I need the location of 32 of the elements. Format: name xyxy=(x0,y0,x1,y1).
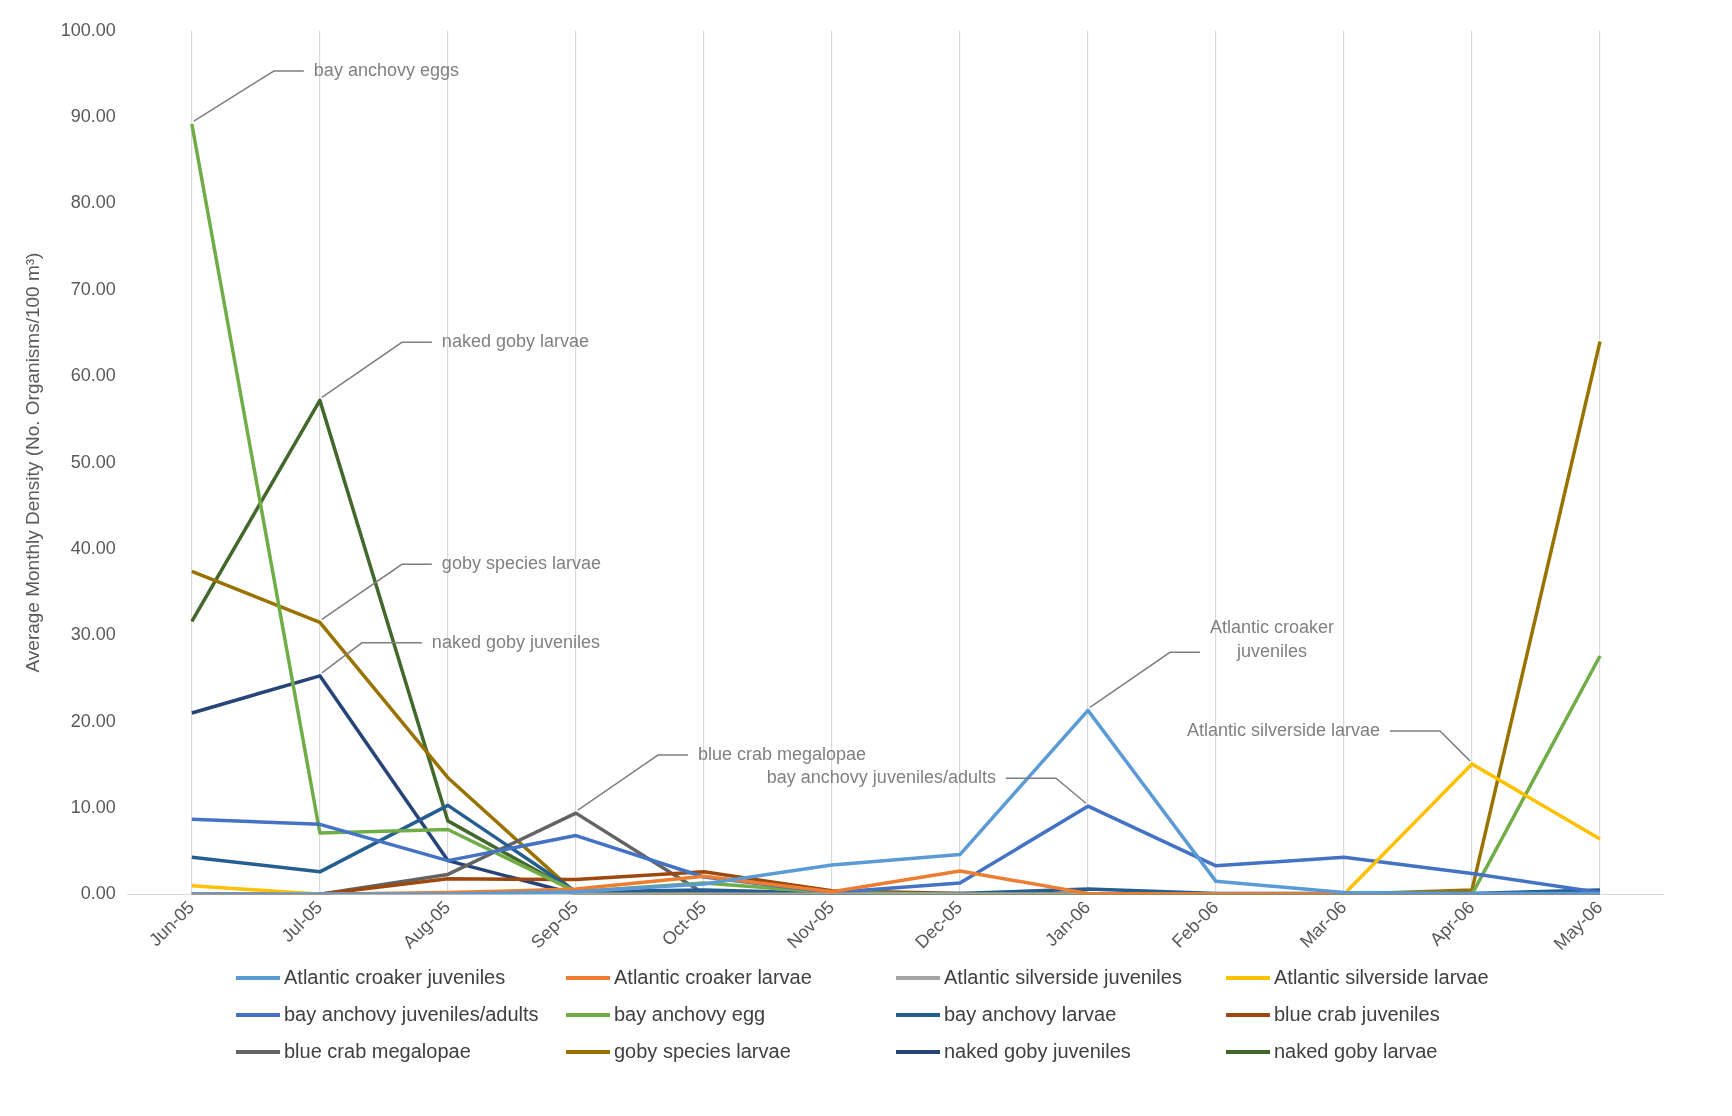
annotation: bay anchovy eggs xyxy=(313,60,459,81)
y-axis-title: Average Monthly Density (No. Organisms/100 m³) xyxy=(21,252,43,673)
y-tick-label: 50.00 xyxy=(70,451,116,472)
y-tick-label: 70.00 xyxy=(70,278,116,299)
legend-label: Atlantic croaker juveniles xyxy=(284,966,506,989)
legend-label: bay anchovy juveniles/adults xyxy=(284,1003,539,1026)
legend-label: Atlantic silverside juveniles xyxy=(944,966,1182,989)
legend-label: bay anchovy egg xyxy=(614,1003,766,1026)
y-tick-label: 30.00 xyxy=(70,624,116,645)
y-tick-label: 20.00 xyxy=(70,710,116,731)
y-tick-label: 100.00 xyxy=(60,19,116,40)
annotation: Atlantic croaker juveniles xyxy=(1209,617,1335,662)
annotation: goby species larvae xyxy=(441,553,601,574)
legend-label: bay anchovy larvae xyxy=(944,1003,1117,1026)
y-tick-label: 90.00 xyxy=(70,106,116,127)
y-tick-label: 10.00 xyxy=(70,796,116,817)
annotation: naked goby juveniles xyxy=(431,631,600,652)
y-tick-label: 40.00 xyxy=(70,537,116,558)
legend-label: goby species larvae xyxy=(614,1040,791,1063)
legend-label: naked goby juveniles xyxy=(944,1040,1131,1063)
annotation: blue crab megalopae xyxy=(697,744,867,765)
legend-label: naked goby larvae xyxy=(1274,1040,1438,1063)
y-tick-label: 0.00 xyxy=(80,883,116,904)
annotation: bay anchovy juveniles/adults xyxy=(766,767,996,788)
legend-label: Atlantic croaker larvae xyxy=(614,966,812,989)
y-tick-label: 80.00 xyxy=(70,192,116,213)
legend-label: blue crab juveniles xyxy=(1274,1003,1440,1026)
legend-label: Atlantic silverside larvae xyxy=(1274,966,1489,989)
annotation: naked goby larvae xyxy=(441,331,589,352)
legend-label: blue crab megalopae xyxy=(284,1040,471,1063)
y-tick-label: 60.00 xyxy=(70,365,116,386)
annotation: Atlantic silverside larvae xyxy=(1186,719,1380,740)
